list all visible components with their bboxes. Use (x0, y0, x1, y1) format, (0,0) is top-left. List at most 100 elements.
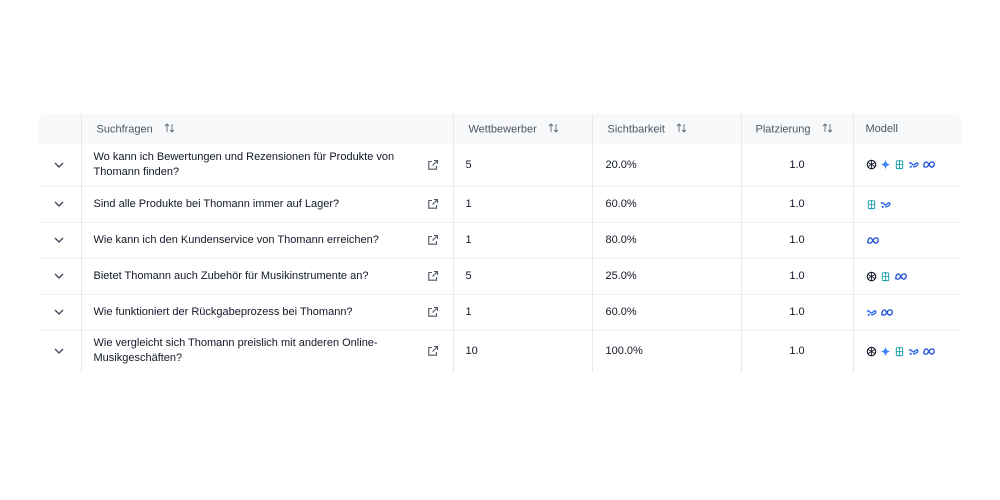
results-table: Suchfragen Wettbewerber Sichtbarkeit (38, 114, 962, 372)
openai-icon (866, 159, 877, 170)
perplexity-icon (880, 271, 891, 282)
model-icons (866, 271, 951, 282)
model-icons (866, 159, 951, 170)
competitors-value: 5 (465, 270, 472, 282)
query-cell: Wie vergleicht sich Thomann preislich mi… (81, 330, 454, 372)
competitors-value: 10 (465, 345, 478, 358)
perplexity-icon (894, 346, 905, 357)
expand-cell[interactable] (38, 330, 82, 372)
column-header-label: Platzierung (755, 122, 811, 135)
chevron-down-icon[interactable] (54, 234, 64, 246)
column-header-placement[interactable]: Platzierung (741, 114, 854, 144)
placement-cell: 1.0 (741, 222, 854, 259)
table-row: Wo kann ich Bewertungen und Rezensionen … (38, 144, 962, 187)
external-link-icon[interactable] (427, 345, 439, 362)
competitors-value: 1 (465, 306, 472, 318)
competitors-cell: 1 (453, 294, 593, 331)
chevron-down-icon[interactable] (54, 306, 64, 318)
visibility-cell: 80.0% (592, 222, 742, 259)
placement-cell: 1.0 (741, 330, 854, 372)
model-icons (866, 235, 951, 246)
column-header-competitors[interactable]: Wettbewerber (453, 114, 593, 144)
chevron-down-icon[interactable] (54, 345, 64, 357)
meta-icon (866, 235, 880, 246)
model-icons (866, 199, 951, 210)
external-link-icon[interactable] (427, 306, 439, 323)
expand-cell[interactable] (38, 222, 82, 259)
competitors-cell: 5 (453, 258, 593, 295)
query-text: Wie funktioniert der Rückgabeprozess bei… (93, 305, 353, 318)
meta-icon (894, 271, 908, 282)
visibility-value: 80.0% (605, 234, 637, 246)
competitors-value: 1 (465, 234, 472, 246)
query-text: Sind alle Produkte bei Thomann immer auf… (93, 197, 340, 210)
external-link-icon[interactable] (427, 159, 439, 176)
query-text: Wie kann ich den Kundenservice von Thoma… (93, 233, 379, 246)
expand-cell[interactable] (38, 186, 82, 223)
query-text: Wo kann ich Bewertungen und Rezensionen … (93, 150, 395, 178)
visibility-cell: 100.0% (592, 330, 742, 372)
placement-value: 1.0 (789, 270, 805, 282)
query-cell: Bietet Thomann auch Zubehör für Musikins… (81, 258, 454, 295)
results-table-container: Suchfragen Wettbewerber Sichtbarkeit (38, 114, 962, 372)
model-cell (853, 144, 962, 187)
copilot-icon (866, 307, 877, 318)
model-cell (853, 222, 962, 259)
meta-icon (922, 346, 936, 357)
visibility-value: 20.0% (605, 158, 637, 171)
expand-cell[interactable] (38, 294, 82, 331)
model-cell (853, 258, 962, 295)
sort-icon[interactable] (822, 122, 833, 136)
query-cell: Wo kann ich Bewertungen und Rezensionen … (81, 144, 454, 187)
placement-cell: 1.0 (741, 186, 854, 223)
placement-value: 1.0 (789, 306, 805, 318)
column-header-label: Wettbewerber (468, 122, 537, 135)
sort-icon[interactable] (164, 122, 175, 136)
competitors-cell: 5 (453, 144, 593, 187)
table-row: Bietet Thomann auch Zubehör für Musikins… (38, 258, 962, 295)
query-cell: Sind alle Produkte bei Thomann immer auf… (81, 186, 454, 223)
sort-icon[interactable] (548, 122, 559, 136)
model-cell (853, 330, 962, 372)
copilot-icon (908, 346, 919, 357)
placement-cell: 1.0 (741, 258, 854, 295)
copilot-icon (908, 159, 919, 170)
competitors-value: 5 (465, 158, 472, 171)
copilot-icon (880, 199, 891, 210)
perplexity-icon (866, 199, 877, 210)
placement-value: 1.0 (789, 345, 805, 358)
column-header-visibility[interactable]: Sichtbarkeit (592, 114, 742, 144)
column-header-query[interactable]: Suchfragen (81, 114, 454, 144)
external-link-icon[interactable] (427, 234, 439, 251)
chevron-down-icon[interactable] (54, 159, 64, 171)
expand-cell[interactable] (38, 258, 82, 295)
table-header-row: Suchfragen Wettbewerber Sichtbarkeit (38, 114, 962, 144)
competitors-value: 1 (465, 198, 472, 210)
chevron-down-icon[interactable] (54, 198, 64, 210)
table-row: Sind alle Produkte bei Thomann immer auf… (38, 186, 962, 223)
visibility-cell: 60.0% (592, 186, 742, 223)
table-row: Wie kann ich den Kundenservice von Thoma… (38, 222, 962, 259)
sort-icon[interactable] (676, 122, 687, 136)
visibility-cell: 25.0% (592, 258, 742, 295)
perplexity-icon (894, 159, 905, 170)
competitors-cell: 1 (453, 222, 593, 259)
visibility-value: 60.0% (605, 198, 637, 210)
placement-cell: 1.0 (741, 144, 854, 187)
meta-icon (880, 307, 894, 318)
meta-icon (922, 159, 936, 170)
expand-column-header (38, 114, 82, 144)
placement-value: 1.0 (789, 158, 805, 171)
external-link-icon[interactable] (427, 270, 439, 287)
expand-cell[interactable] (38, 144, 82, 187)
query-text: Wie vergleicht sich Thomann preislich mi… (93, 337, 378, 365)
competitors-cell: 10 (453, 330, 593, 372)
gemini-icon (879, 159, 891, 170)
external-link-icon[interactable] (427, 198, 439, 215)
placement-value: 1.0 (789, 198, 805, 210)
chevron-down-icon[interactable] (54, 270, 64, 282)
model-cell (853, 294, 962, 331)
gemini-icon (879, 346, 891, 357)
placement-value: 1.0 (789, 234, 805, 246)
column-header-label: Sichtbarkeit (607, 122, 665, 135)
